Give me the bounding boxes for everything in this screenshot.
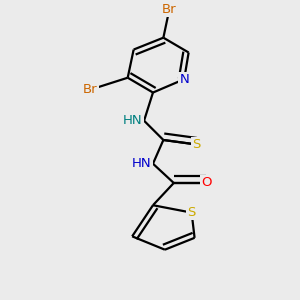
Text: S: S — [188, 206, 196, 219]
Text: Br: Br — [83, 83, 98, 96]
Text: HN: HN — [132, 157, 152, 170]
Text: S: S — [192, 138, 200, 151]
Text: N: N — [179, 73, 189, 86]
Text: HN: HN — [123, 114, 142, 127]
Text: O: O — [201, 176, 212, 190]
Text: Br: Br — [162, 3, 177, 16]
